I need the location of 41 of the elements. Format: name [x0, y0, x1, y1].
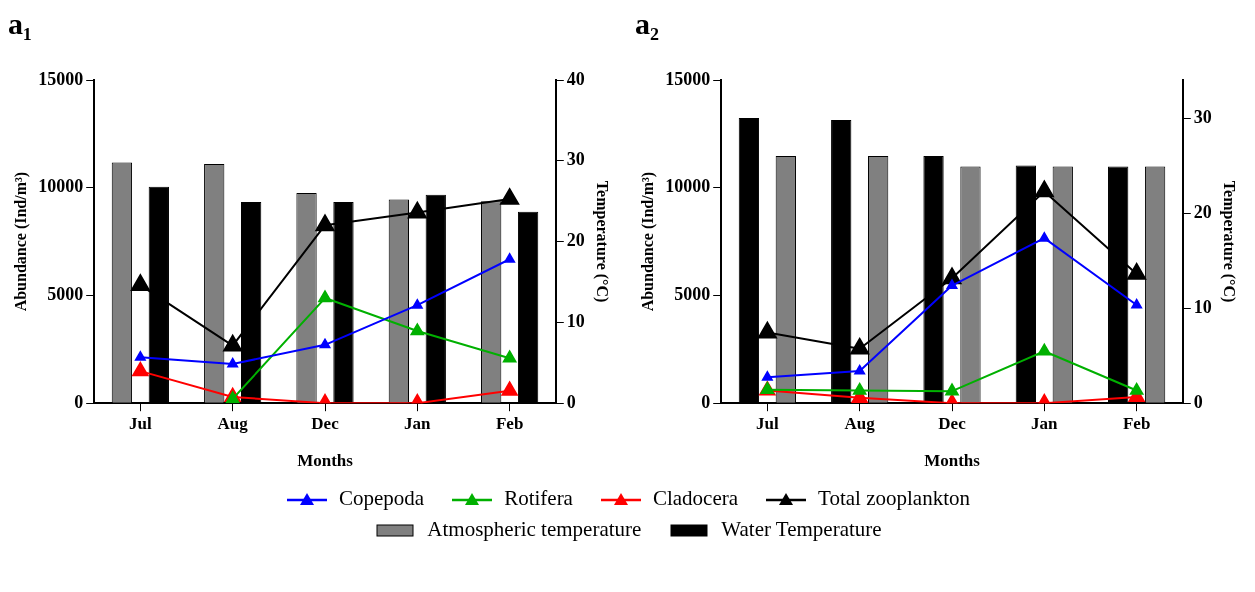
- x-tick-label: Aug: [844, 413, 876, 433]
- y2-tick-label: 30: [566, 149, 585, 170]
- y2-tick-label: 30: [1193, 106, 1212, 127]
- legend-label: Copepoda: [338, 486, 425, 511]
- legend-label: Water Temperature: [721, 517, 882, 542]
- y-tick-label: 5000: [674, 284, 711, 305]
- y2-tick-label: 20: [566, 230, 585, 251]
- legend-label: Total zooplankton: [818, 486, 970, 511]
- legend-label: Atmospheric temperature: [427, 517, 642, 542]
- x-axis-title: Months: [297, 451, 354, 471]
- x-tick-label: Feb: [1122, 413, 1151, 433]
- legend-label: Rotifera: [504, 486, 573, 511]
- y2-tick-label: 10: [566, 311, 585, 332]
- x-tick-label: Aug: [217, 413, 249, 433]
- x-tick-label: Dec: [311, 413, 340, 433]
- x-tick-label: Dec: [938, 413, 967, 433]
- y-tick-label: 0: [701, 391, 711, 412]
- legend-label: Cladocera: [652, 486, 739, 511]
- y-tick-label: 10000: [38, 176, 84, 197]
- x-tick-label: Jul: [129, 413, 152, 433]
- y2-axis-title: Temperature (°C): [1220, 180, 1239, 303]
- y-axis-title: Abundance (Ind/m³): [638, 171, 657, 312]
- y-tick-label: 10000: [665, 176, 711, 197]
- y2-tick-label: 0: [1193, 391, 1203, 412]
- x-tick-label: Jan: [1031, 413, 1059, 433]
- y2-tick-label: 40: [566, 68, 585, 89]
- y2-tick-label: 20: [1193, 201, 1212, 222]
- y-tick-label: 0: [74, 391, 84, 412]
- y2-axis-title: Temperature (°C): [593, 180, 612, 303]
- x-axis-title: Months: [924, 451, 981, 471]
- y-tick-label: 5000: [47, 284, 84, 305]
- chart-title: a₂: [635, 6, 659, 40]
- y2-tick-label: 10: [1193, 296, 1212, 317]
- y2-tick-label: 0: [566, 391, 576, 412]
- y-tick-label: 15000: [665, 68, 711, 89]
- chart-title: a₁: [8, 6, 32, 40]
- y-axis-title: Abundance (Ind/m³): [11, 171, 30, 312]
- y-tick-label: 15000: [38, 68, 84, 89]
- x-tick-label: Jul: [756, 413, 779, 433]
- x-tick-label: Feb: [495, 413, 524, 433]
- x-tick-label: Jan: [404, 413, 432, 433]
